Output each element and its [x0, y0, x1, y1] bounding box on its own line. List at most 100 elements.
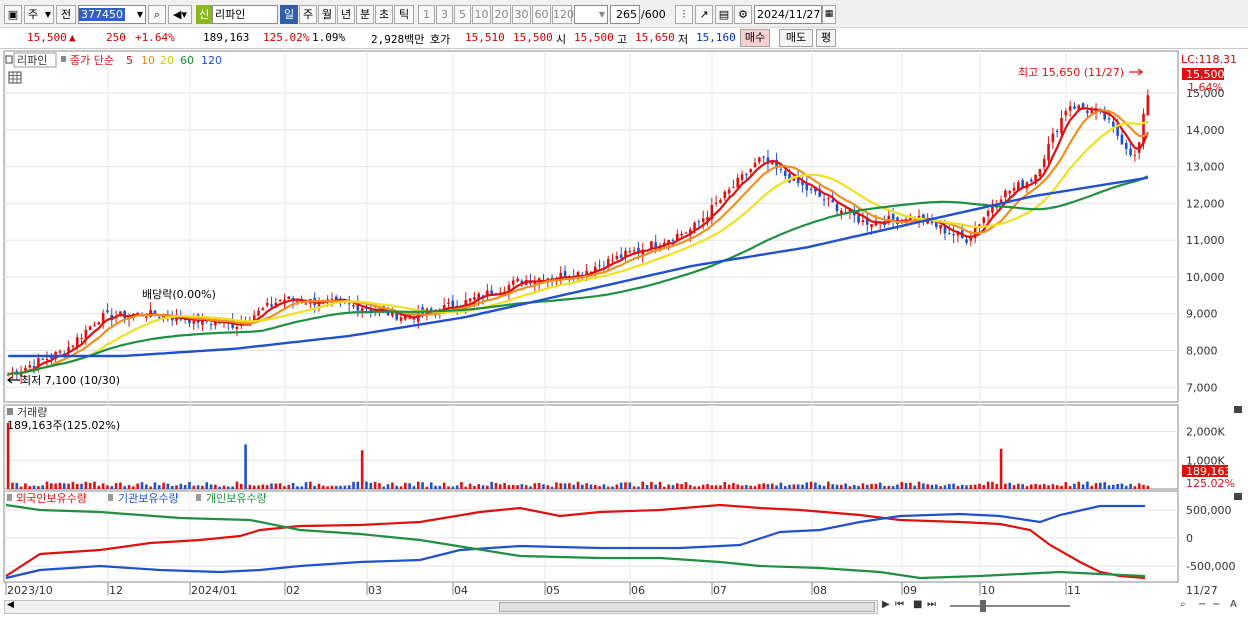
volume-settings-icon[interactable] — [7, 408, 13, 415]
grid-toggle-icon[interactable] — [8, 71, 22, 84]
volume-bar — [296, 486, 299, 489]
volume-bar — [157, 485, 161, 489]
grid-toggle-icon-lines — [9, 72, 21, 83]
tab-minute[interactable]: 분 — [356, 5, 374, 24]
sell-button[interactable]: 매도 — [779, 29, 813, 47]
interval-20[interactable]: 20 — [492, 5, 511, 24]
holdings-panel[interactable] — [3, 490, 1179, 583]
save-icon[interactable]: ▤ — [715, 5, 733, 24]
volume-bar — [339, 485, 342, 489]
candle-body — [1064, 111, 1068, 116]
collapse-icon[interactable]: − — [1212, 599, 1221, 610]
tab-year[interactable]: 년 — [337, 5, 355, 24]
candle-body — [201, 317, 204, 325]
volume-bar — [175, 485, 178, 489]
slider-handle-icon[interactable] — [980, 600, 986, 612]
skip-back-icon[interactable]: ⏮ — [895, 599, 904, 610]
candle-body — [1081, 103, 1085, 110]
candle-body — [93, 325, 96, 327]
tab-tick[interactable]: 틱 — [394, 5, 414, 24]
date-input[interactable]: 2024/11/27 — [754, 5, 822, 24]
interval-1[interactable]: 1 — [418, 5, 435, 24]
count-input[interactable]: 265 — [610, 5, 640, 24]
code-input[interactable]: 377450 ▼ — [78, 5, 146, 24]
buy-button[interactable]: 매수 — [740, 29, 770, 47]
candle-body — [740, 174, 744, 180]
volume-bar — [995, 484, 999, 489]
window-menu-icon[interactable]: ▣ — [4, 5, 22, 24]
volume-bar — [1038, 484, 1042, 489]
volume-bar — [719, 485, 722, 489]
calendar-icon[interactable]: ▦ — [822, 5, 836, 24]
interval-10[interactable]: 10 — [472, 5, 491, 24]
candle-body — [758, 157, 761, 163]
period-select[interactable]: 주 ▼ — [24, 5, 54, 24]
tab-second[interactable]: 초 — [375, 5, 393, 24]
candle-body — [835, 203, 839, 212]
tab-day[interactable]: 일 — [280, 5, 298, 24]
play-icon[interactable]: ▶ — [882, 599, 890, 610]
volume-bar — [170, 486, 174, 489]
candle-body — [252, 315, 256, 323]
volume-close-icon[interactable] — [1234, 406, 1242, 413]
interval-120[interactable]: 120 — [552, 5, 574, 24]
candle-body — [1051, 133, 1055, 143]
scroll-thumb[interactable] — [499, 602, 875, 612]
volume-bar — [688, 485, 692, 489]
settings-square-icon[interactable] — [5, 55, 13, 64]
stop-icon[interactable]: ■ — [913, 599, 923, 610]
search-icon[interactable]: ⌕ — [148, 5, 166, 24]
volume-bar — [1017, 483, 1020, 489]
zoom-slider[interactable] — [950, 605, 1070, 607]
volume-bar — [166, 483, 170, 489]
volume-bar — [1133, 486, 1137, 489]
avg-button[interactable]: 평 — [816, 29, 836, 47]
volume-bar — [904, 483, 908, 489]
speaker-icon[interactable]: ◀▾ — [168, 5, 192, 24]
gear-icon[interactable]: ⚙ — [734, 5, 752, 24]
candle-body — [1133, 155, 1137, 157]
skip-forward-icon[interactable]: ⏭ — [927, 599, 936, 610]
minus-icon[interactable]: − — [1198, 599, 1207, 610]
volume-bar — [991, 481, 994, 489]
candle-body — [1017, 182, 1020, 191]
price-panel[interactable] — [3, 50, 1179, 403]
volume-bar — [559, 483, 563, 489]
candle-body — [80, 337, 83, 339]
volume-panel[interactable] — [3, 404, 1179, 490]
custom-interval-input[interactable]: ▼ — [574, 5, 608, 24]
chart-area[interactable]: 15,000 14,000 13,000 12,000 11,000 10,000 9,00… — [0, 49, 1248, 621]
font-icon[interactable]: A — [1230, 599, 1237, 610]
volume-last-tag: 189,163 — [1186, 465, 1232, 478]
candle-body — [801, 181, 804, 186]
prev-button[interactable]: 전 — [56, 5, 76, 24]
interval-3[interactable]: 3 — [436, 5, 453, 24]
bottom-scrollbar[interactable]: ◀ — [4, 600, 878, 614]
volume-bar — [650, 481, 653, 489]
tab-month[interactable]: 월 — [318, 5, 336, 24]
volume-bar — [952, 483, 955, 489]
chevron-down-icon[interactable]: ▼ — [136, 10, 143, 19]
interval-60[interactable]: 60 — [532, 5, 551, 24]
ma10-line — [7, 109, 1149, 376]
candle-body — [45, 358, 49, 360]
volume-bar — [162, 482, 165, 489]
stock-name-field[interactable]: 리파인 — [212, 5, 278, 24]
candle-body — [956, 232, 960, 236]
candle-icon[interactable]: ⫶ — [675, 5, 693, 24]
volume-bar — [930, 484, 934, 489]
scroll-left-icon[interactable]: ◀ — [7, 600, 14, 610]
candle-body — [533, 280, 537, 285]
zoom-in-icon[interactable]: ⌕ — [1180, 599, 1186, 610]
candle-body — [6, 374, 10, 376]
candle-body — [1086, 110, 1089, 113]
holdings-close-icon[interactable] — [1234, 493, 1242, 500]
interval-30[interactable]: 30 — [512, 5, 531, 24]
candle-body — [952, 233, 955, 236]
stock-chart[interactable]: 15,000 14,000 13,000 12,000 11,000 10,000 9,00… — [0, 49, 1248, 621]
volume-bar — [645, 484, 649, 489]
volume-bar — [814, 482, 817, 489]
interval-5[interactable]: 5 — [454, 5, 471, 24]
line-tool-icon[interactable]: ↗ — [695, 5, 713, 24]
tab-week[interactable]: 주 — [299, 5, 317, 24]
